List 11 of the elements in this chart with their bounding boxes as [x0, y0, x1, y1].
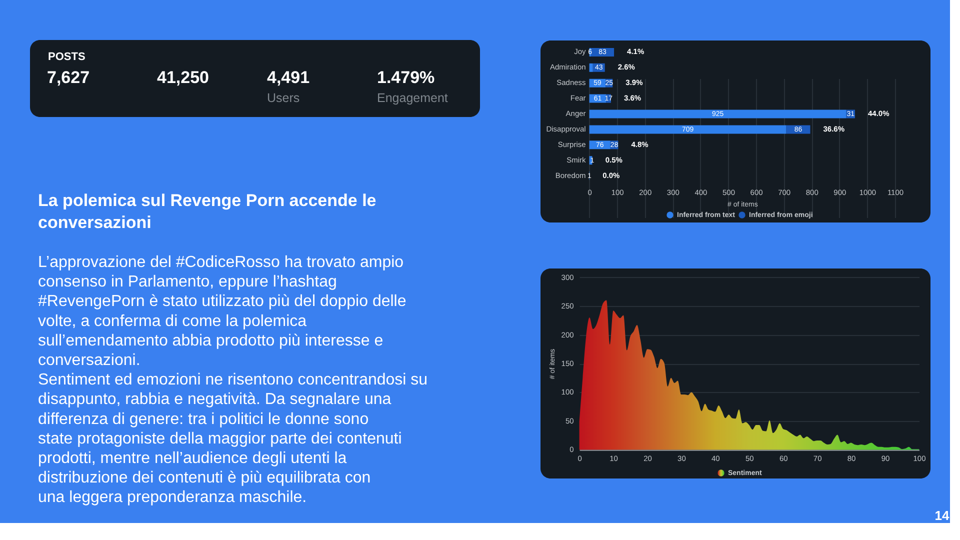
data-label: 1.479%: [377, 68, 435, 87]
text: 14: [934, 508, 950, 523]
category-label: Users: [267, 91, 300, 105]
text: Sentiment ed emozioni ne risentono concentrandosi su disappunto, rabbia e negatività. Da segnalare una differenza di genere: tra i politici le donne sono state protagoniste della maggior parte dei contenuti prodotti, mentre nell’audience degli utenti la distribuzione dei contenuti è più equilibrata con una leggera preponderanza maschile.: [38, 372, 428, 506]
category-label: Engagement: [377, 91, 448, 105]
text: POSTS: [48, 51, 86, 63]
text: L’approvazione del #CodiceRosso ha trovato ampio consenso in Parlamento, eppure l’hashtag #RevengePorn è stato utilizzato più del doppio delle volte, a conferma di come la polemica sull’emendamento abbia prodotto più interesse e conversazioni.: [38, 254, 406, 369]
text: La polemica sul Revenge Porn accende le conversazioni: [38, 191, 376, 232]
data-label: 4,491: [267, 68, 310, 87]
data-label: 41,250: [157, 68, 209, 87]
data-label: 7,627: [47, 68, 90, 87]
